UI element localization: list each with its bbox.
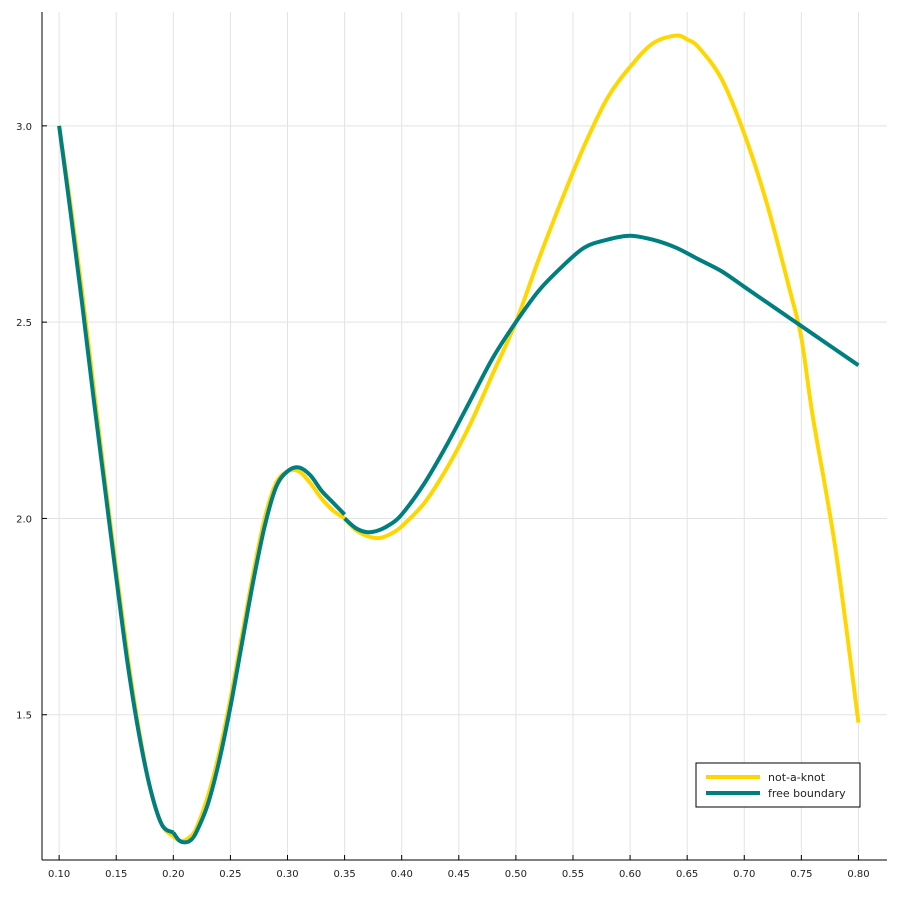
x-tick-label: 0.60 — [619, 869, 641, 880]
series-line-free-boundary — [343, 233, 860, 535]
x-tick-label: 0.70 — [733, 869, 755, 880]
series-line-free-boundary — [171, 465, 347, 845]
y-tick-label: 2.5 — [16, 318, 32, 329]
y-tick-label: 1.5 — [16, 711, 32, 722]
x-tick-label: 0.50 — [505, 869, 527, 880]
series-line-not-a-knot — [343, 33, 861, 723]
legend: not-a-knot free boundary — [695, 762, 861, 808]
x-tick-label: 0.45 — [448, 869, 470, 880]
x-tick-label: 0.55 — [562, 869, 584, 880]
x-tick-label: 0.10 — [48, 869, 70, 880]
grid — [42, 12, 887, 860]
x-tick-label: 0.30 — [276, 869, 298, 880]
x-tick-label: 0.25 — [219, 869, 241, 880]
legend-box — [695, 762, 861, 808]
x-tick-label: 0.35 — [333, 869, 355, 880]
legend-label-free-boundary: free boundary — [768, 787, 846, 800]
series-line-free-boundary — [57, 125, 175, 835]
plot-area — [57, 33, 861, 845]
x-tick-label: 0.80 — [847, 869, 869, 880]
y-tick-label: 3.0 — [16, 122, 32, 133]
x-tick-label: 0.15 — [105, 869, 127, 880]
x-tick-label: 0.75 — [790, 869, 812, 880]
legend-label-not-a-knot: not-a-knot — [768, 771, 826, 784]
x-tick-label: 0.40 — [391, 869, 413, 880]
ticks: 0.10 0.15 0.20 0.25 0.30 0.35 0.40 0.45 0.50 0.55… — [16, 122, 869, 880]
y-tick-label: 2.0 — [16, 514, 32, 525]
series-line-not-a-knot — [57, 125, 346, 843]
axes — [41, 12, 887, 861]
x-tick-label: 0.65 — [676, 869, 698, 880]
x-tick-label: 0.20 — [162, 869, 184, 880]
